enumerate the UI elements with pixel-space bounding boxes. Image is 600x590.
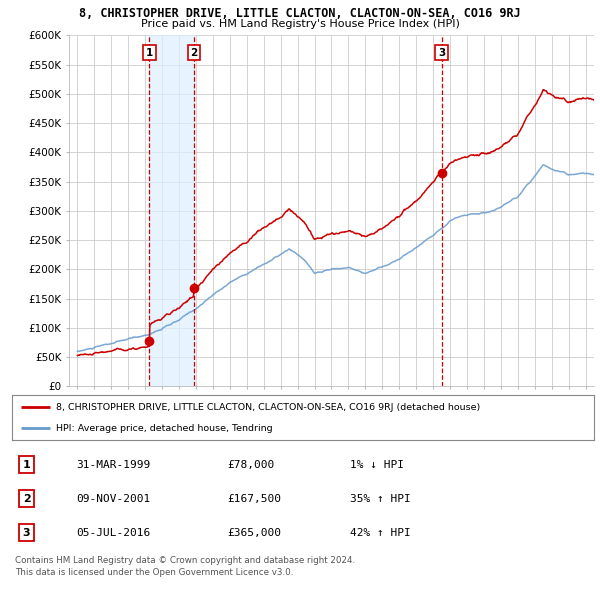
- Text: 3: 3: [438, 48, 445, 58]
- Text: 31-MAR-1999: 31-MAR-1999: [76, 460, 150, 470]
- Text: 09-NOV-2001: 09-NOV-2001: [76, 494, 150, 503]
- Text: 3: 3: [23, 527, 31, 537]
- Text: £167,500: £167,500: [227, 494, 281, 503]
- Text: 35% ↑ HPI: 35% ↑ HPI: [350, 494, 410, 503]
- Text: 05-JUL-2016: 05-JUL-2016: [76, 527, 150, 537]
- Text: 1: 1: [23, 460, 31, 470]
- Text: 1: 1: [146, 48, 153, 58]
- Text: HPI: Average price, detached house, Tendring: HPI: Average price, detached house, Tend…: [56, 424, 272, 433]
- Text: 2: 2: [23, 494, 31, 503]
- Text: Price paid vs. HM Land Registry's House Price Index (HPI): Price paid vs. HM Land Registry's House …: [140, 19, 460, 29]
- Text: £78,000: £78,000: [227, 460, 275, 470]
- Text: 42% ↑ HPI: 42% ↑ HPI: [350, 527, 410, 537]
- Text: Contains HM Land Registry data © Crown copyright and database right 2024.
This d: Contains HM Land Registry data © Crown c…: [15, 556, 355, 576]
- Text: 2: 2: [190, 48, 197, 58]
- Text: 8, CHRISTOPHER DRIVE, LITTLE CLACTON, CLACTON-ON-SEA, CO16 9RJ (detached house): 8, CHRISTOPHER DRIVE, LITTLE CLACTON, CL…: [56, 403, 480, 412]
- Text: 1% ↓ HPI: 1% ↓ HPI: [350, 460, 404, 470]
- Text: 8, CHRISTOPHER DRIVE, LITTLE CLACTON, CLACTON-ON-SEA, CO16 9RJ: 8, CHRISTOPHER DRIVE, LITTLE CLACTON, CL…: [79, 7, 521, 20]
- Text: £365,000: £365,000: [227, 527, 281, 537]
